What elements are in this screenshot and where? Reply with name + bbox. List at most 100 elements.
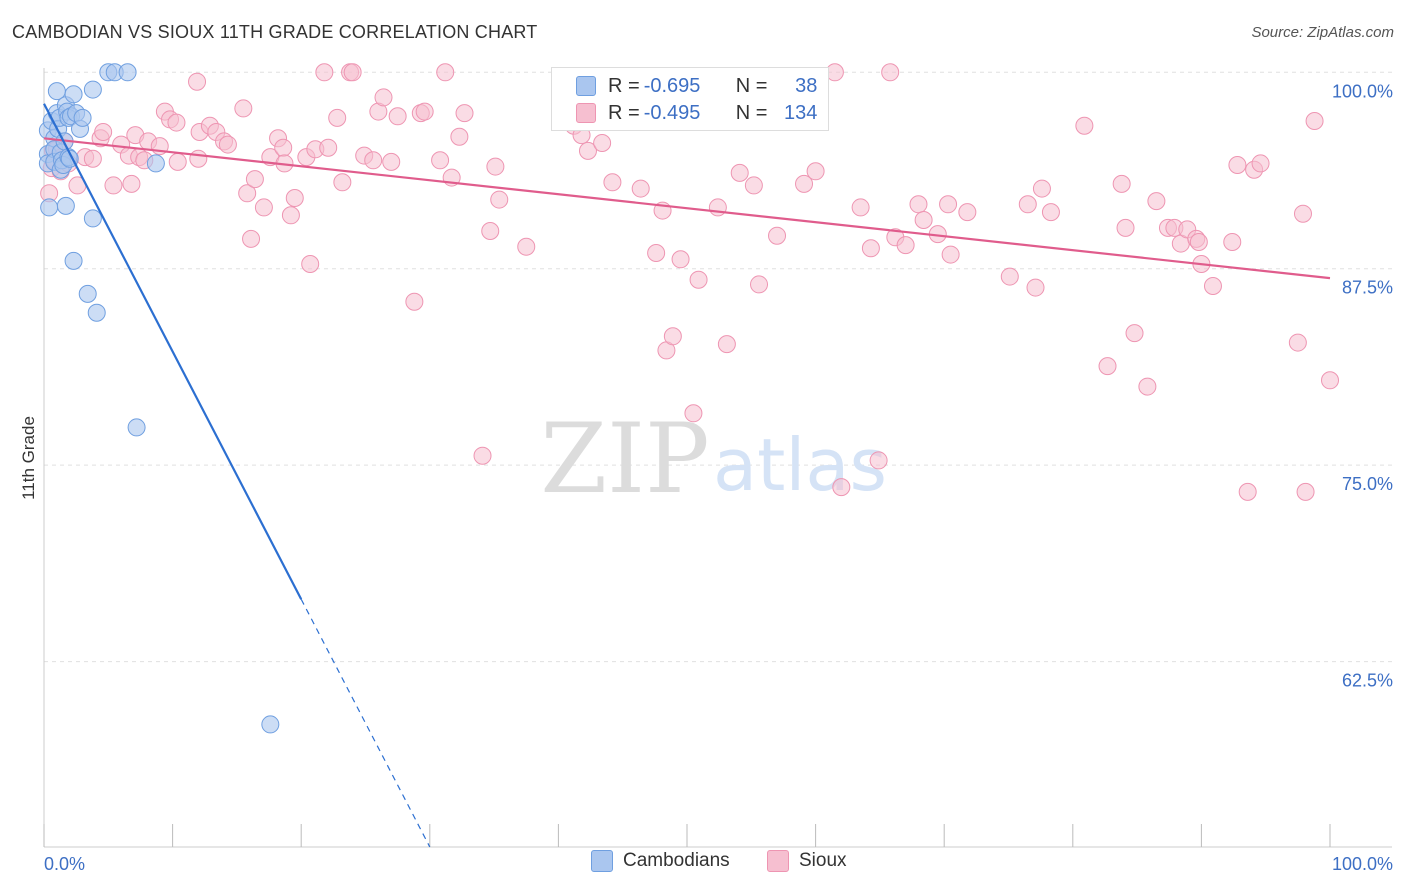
sioux-point bbox=[1018, 195, 1037, 214]
sioux-point bbox=[1296, 482, 1315, 501]
sioux-point bbox=[578, 141, 597, 160]
sioux-point bbox=[301, 255, 320, 273]
bottom-cambodians-label: Cambodians bbox=[623, 850, 730, 871]
watermark-atlas: atlas bbox=[713, 423, 887, 507]
sioux-point bbox=[285, 189, 304, 207]
y-tick-label: 75.0% bbox=[1342, 474, 1393, 494]
sioux-point bbox=[189, 149, 208, 168]
sioux-point bbox=[1075, 116, 1094, 135]
cambodians-point bbox=[146, 154, 165, 173]
sioux-swatch bbox=[576, 103, 596, 123]
sioux-point bbox=[1189, 233, 1208, 251]
sioux-n-label: N = bbox=[735, 101, 768, 124]
sioux-point bbox=[486, 157, 505, 176]
cambodians-swatch bbox=[576, 76, 596, 96]
sioux-point bbox=[1228, 156, 1247, 174]
cambodians-point bbox=[261, 715, 280, 734]
cambodians-n-value: 38 bbox=[795, 74, 818, 97]
trend-lines bbox=[43, 103, 1331, 848]
grid-lines bbox=[44, 71, 1392, 663]
sioux-point bbox=[245, 170, 264, 189]
sioux-point bbox=[671, 250, 690, 269]
bottom-sioux-label: Sioux bbox=[799, 850, 847, 871]
sioux-point bbox=[517, 237, 536, 256]
sioux-point bbox=[436, 63, 455, 82]
cambodians-point bbox=[118, 63, 137, 82]
cambodians-trend-line bbox=[43, 103, 303, 600]
cambodians-n-label: N = bbox=[735, 74, 768, 97]
sioux-point bbox=[188, 72, 207, 91]
sioux-point bbox=[104, 176, 123, 195]
sioux-point bbox=[730, 163, 749, 182]
sioux-point bbox=[744, 176, 763, 195]
sioux-point bbox=[881, 63, 900, 82]
cambodians-point bbox=[40, 198, 59, 217]
cambodians-point bbox=[83, 209, 102, 228]
sioux-point bbox=[94, 123, 113, 141]
sioux-point bbox=[1032, 179, 1051, 198]
sioux-point bbox=[1026, 278, 1045, 297]
sioux-point bbox=[958, 203, 977, 222]
sioux-point bbox=[603, 173, 622, 192]
y-tick-label: 100.0% bbox=[1332, 81, 1393, 101]
sioux-n-value: 134 bbox=[784, 101, 818, 124]
sioux-point bbox=[750, 275, 769, 294]
sioux-point bbox=[281, 206, 300, 225]
sioux-point bbox=[768, 226, 787, 245]
sioux-point bbox=[806, 162, 825, 181]
sioux-point bbox=[382, 152, 401, 171]
sioux-point bbox=[374, 88, 393, 107]
sioux-point bbox=[1041, 203, 1060, 222]
watermark: ZIP atlas bbox=[540, 403, 887, 515]
sioux-point bbox=[689, 270, 708, 289]
sioux-point bbox=[168, 152, 187, 171]
x-tick-label-end: 100.0% bbox=[1332, 854, 1393, 874]
sioux-point bbox=[83, 149, 102, 168]
sioux-point bbox=[122, 174, 141, 193]
sioux-point bbox=[1251, 154, 1270, 173]
sioux-point bbox=[939, 195, 958, 214]
sioux-point bbox=[1138, 377, 1157, 396]
sioux-point bbox=[388, 107, 407, 126]
sioux-point bbox=[795, 174, 814, 193]
sioux-point bbox=[663, 327, 682, 346]
axes bbox=[43, 68, 1392, 848]
sioux-point bbox=[333, 173, 352, 192]
sioux-point bbox=[1116, 218, 1135, 237]
sioux-point bbox=[1293, 204, 1312, 223]
y-tick-label: 87.5% bbox=[1342, 278, 1393, 298]
sioux-point bbox=[315, 63, 334, 82]
sioux-point bbox=[941, 245, 960, 264]
sioux-point bbox=[861, 239, 880, 258]
bottom-legend-sioux: Sioux bbox=[767, 850, 847, 872]
sioux-point bbox=[1112, 174, 1131, 193]
sioux-point bbox=[1098, 357, 1117, 376]
cambodians-trend-extension bbox=[300, 598, 431, 848]
sioux-point bbox=[431, 151, 450, 170]
sioux-point bbox=[717, 335, 736, 354]
tick-labels: 62.5% 75.0% 87.5% 100.0% 0.0% 100.0% bbox=[44, 81, 1393, 874]
chart-title: CAMBODIAN VS SIOUX 11TH GRADE CORRELATIO… bbox=[12, 22, 538, 42]
cambodians-r-value: -0.695 bbox=[643, 74, 701, 97]
sioux-r-value: -0.495 bbox=[643, 101, 701, 124]
sioux-point bbox=[167, 113, 186, 132]
sioux-point bbox=[1223, 233, 1242, 251]
sioux-point bbox=[319, 138, 338, 157]
cambodians-point bbox=[73, 108, 92, 127]
sioux-point bbox=[1125, 324, 1144, 343]
sioux-point bbox=[832, 478, 851, 497]
sioux-point bbox=[328, 108, 347, 127]
cambodians-point bbox=[64, 85, 83, 104]
sioux-point bbox=[593, 134, 612, 152]
sioux-point bbox=[415, 102, 434, 121]
sioux-point bbox=[914, 211, 933, 229]
cambodians-point bbox=[83, 80, 102, 99]
sioux-trend-line bbox=[43, 137, 1331, 280]
sioux-point bbox=[896, 236, 915, 255]
sioux-point bbox=[1000, 267, 1019, 286]
y-tick-label: 62.5% bbox=[1342, 671, 1393, 691]
sioux-point bbox=[364, 151, 383, 170]
sioux-point bbox=[242, 229, 261, 248]
x-tick-label-start: 0.0% bbox=[44, 854, 85, 874]
sioux-point bbox=[254, 198, 273, 217]
